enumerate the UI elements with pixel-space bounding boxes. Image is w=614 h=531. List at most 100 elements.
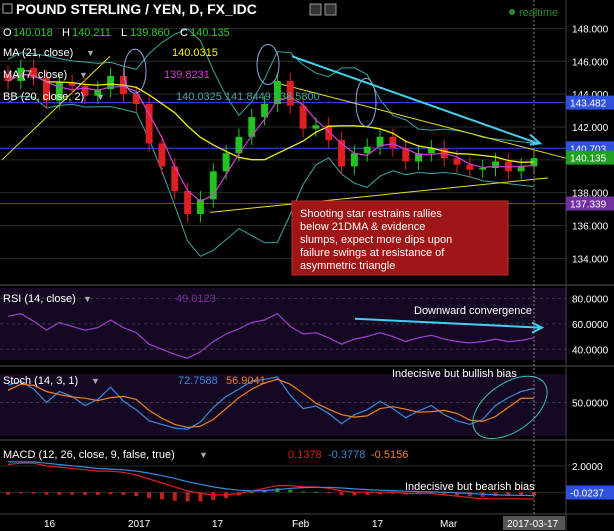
price-tick-label: 136.000 [572,222,609,233]
highlight-ellipse [472,375,548,439]
candle-body [184,191,192,215]
stoch-d-value: 56.9041 [226,375,266,387]
symbol-toggle-box[interactable] [2,3,13,14]
candle-body [4,74,12,81]
chevron-down-icon[interactable]: ▼ [86,48,95,58]
annotation-line: Shooting star restrains rallies [300,208,442,220]
realtime-label: realtime [519,7,558,19]
macd-histogram-bar [95,492,100,495]
macd-histogram-bar [172,492,177,501]
bollinger-upper-line [7,28,535,144]
indicator-series-line [7,312,535,359]
macd-histogram-bar [390,492,395,494]
candle-body [492,161,499,169]
ma21-label[interactable]: MA (21, close) [3,47,73,59]
stoch-label[interactable]: Stoch (14, 3, 1) [3,375,78,387]
candle-body [68,82,76,86]
macd-histogram-bar [18,492,23,494]
candle-body [363,146,371,154]
rsi-value: 49.0123 [176,293,216,305]
candle-body [171,166,179,192]
time-tick-label: 17 [372,519,384,530]
candle-body [30,67,38,78]
macd-histogram-bar [519,492,524,496]
candle-body [286,80,294,106]
ma7-value: 139.8231 [164,69,210,81]
macd-histogram-bar [467,492,472,497]
macd-note: Indecisive but bearish bias [405,481,535,493]
candle-body [248,117,256,137]
macd-layer [0,461,566,502]
macd-histogram-bar [198,492,203,502]
chevron-down-icon[interactable]: ▼ [199,450,208,460]
macd-hist-value: -0.5156 [371,449,408,461]
candle-body [338,140,346,167]
candle-body [107,76,115,90]
candle-body [427,148,435,154]
bb-label[interactable]: BB (20, close, 2) [3,91,84,103]
macd-histogram-bar [378,492,383,495]
macd-histogram-bar [147,492,152,499]
macd-histogram-bar [339,492,344,496]
macd-histogram-bar [70,492,75,495]
trendline [1,55,111,161]
macd-histogram-bar [121,492,126,495]
macd-label[interactable]: MACD (12, 26, close, 9, false, true) [3,449,175,461]
price-badge [566,95,614,110]
settings-icon[interactable] [309,3,322,16]
annotation-box [291,200,509,276]
triangle-resistance-line [274,82,567,159]
macd-histogram-bar [301,491,306,493]
macd-histogram-bar [57,492,62,495]
candle-body [376,136,384,147]
macd-histogram-bar [365,492,370,495]
indicator-tick-label: 40.0000 [572,345,609,356]
time-tick-label: Mar [440,519,458,530]
chevron-down-icon[interactable]: ▼ [79,70,88,80]
ohlc-low-label: L [121,27,127,39]
rsi-layer [0,297,566,359]
stoch-layer [0,375,566,439]
rsi-label[interactable]: RSI (14, close) [3,293,76,305]
candle-body [55,82,63,101]
ohlc-open-value: 140.018 [13,27,53,39]
stoch-note: Indecisive but bullish bias [392,368,517,380]
price-badge-label: -0.0237 [570,489,604,500]
chevron-down-icon[interactable]: ▼ [91,376,100,386]
time-axis[interactable]: 16 2017 17 Feb 17 Mar 2017-03-17 [44,516,565,530]
stoch-k-value: 72.7588 [178,375,218,387]
candle-body [222,153,230,172]
indicator-tick-label: 60.0000 [572,320,609,331]
macd-histogram-bar [185,492,190,502]
price-badge-label: 140.135 [570,154,607,165]
candle-body [479,168,487,170]
header-legend: POUND STERLING / YEN, D, FX_IDC realtime… [2,1,558,103]
price-layer [0,28,567,257]
chevron-down-icon[interactable]: ▼ [96,92,105,102]
price-badge-label: 140.703 [570,144,607,155]
candle-body [235,136,243,154]
ma7-label[interactable]: MA (7, close) [3,69,67,81]
chart-title[interactable]: POUND STERLING / YEN, D, FX_IDC [16,1,257,17]
candle-body [94,89,102,96]
macd-histogram-bar [31,492,36,494]
indicator-series-line [7,378,535,429]
indicator-tick-label: 80.0000 [572,294,609,305]
ma21-line [7,73,535,163]
grid-lines [0,27,566,259]
candle-body [517,166,525,172]
trend-arrow [291,55,539,145]
indicator-tick-label: 2.0000 [572,462,603,473]
time-tick-label: 16 [44,519,56,530]
price-badge [566,196,614,211]
visibility-icon[interactable] [324,3,337,16]
chevron-down-icon[interactable]: ▼ [83,294,92,304]
date-badge [503,516,565,530]
candle-body [158,143,166,167]
macd-line [7,462,535,500]
price-badge-label: 137.339 [570,200,607,211]
macd-panel[interactable] [0,444,566,514]
macd-histogram-bar [249,492,254,494]
price-tick-label: 142.000 [572,123,609,134]
